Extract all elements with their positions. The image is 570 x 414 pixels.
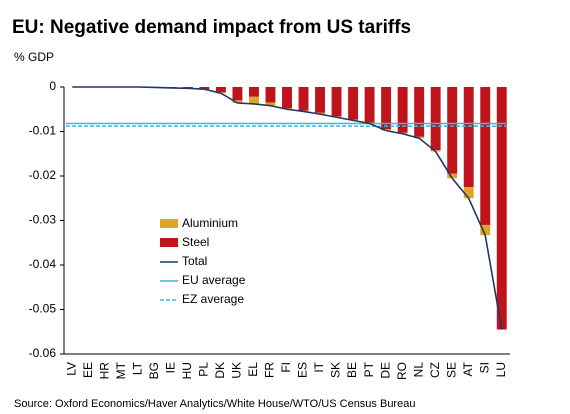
bar	[430, 87, 441, 151]
x-tick-label: ES	[296, 362, 310, 378]
x-tick-label: MT	[114, 361, 128, 379]
x-tick-label: BE	[345, 362, 359, 378]
x-tick-label: SI	[477, 362, 491, 373]
x-tick-label: LU	[494, 362, 508, 377]
bar	[480, 87, 491, 225]
x-tick-label: SE	[444, 362, 458, 378]
y-tick-label: -0.02	[29, 168, 57, 182]
bar	[447, 87, 458, 174]
bar	[397, 87, 408, 133]
bar	[348, 87, 359, 120]
y-tick-label: -0.05	[29, 302, 57, 316]
x-tick-label: NL	[411, 362, 425, 378]
bar	[265, 102, 276, 106]
x-tick-label: CZ	[428, 362, 442, 378]
x-tick-label: AT	[461, 361, 475, 376]
x-tick-label: PL	[197, 362, 211, 377]
chart-title: EU: Negative demand impact from US tarif…	[12, 17, 411, 38]
bar	[463, 187, 474, 199]
source-note: Source: Oxford Economics/Haver Analytics…	[14, 398, 415, 410]
x-tick-label: IE	[164, 362, 178, 373]
y-tick-label: -0.06	[29, 346, 57, 360]
x-tick-label: FI	[279, 362, 293, 373]
x-tick-label: UK	[230, 362, 244, 379]
bar	[232, 100, 243, 104]
x-tick-label: RO	[395, 362, 409, 380]
bar	[480, 224, 491, 236]
legend-swatch	[160, 238, 178, 247]
x-tick-label: FR	[263, 362, 277, 378]
bar	[331, 87, 342, 117]
total-line	[72, 86, 503, 330]
bar	[414, 87, 425, 137]
y-tick-label: -0.04	[29, 257, 57, 271]
x-tick-label: HU	[180, 362, 194, 379]
legend-swatch	[160, 219, 178, 228]
bar	[282, 87, 292, 109]
y-tick-label: -0.01	[29, 124, 57, 138]
x-tick-label: BG	[147, 362, 161, 379]
bar	[199, 87, 210, 90]
bar	[298, 87, 309, 111]
legend-label: EU average	[182, 273, 246, 287]
legend-label: EZ average	[182, 292, 244, 306]
x-tick-label: DE	[378, 362, 392, 379]
bar	[315, 87, 325, 113]
bar	[381, 87, 392, 130]
bar	[364, 87, 375, 123]
bar	[215, 87, 226, 93]
x-tick-label: LT	[131, 361, 145, 375]
x-tick-label: EE	[81, 362, 95, 378]
y-tick-label: 0	[49, 79, 56, 93]
x-tick-label: SK	[329, 362, 343, 378]
bar	[265, 87, 276, 103]
bar	[463, 87, 474, 188]
x-tick-label: PT	[362, 361, 376, 377]
x-tick-label: IT	[312, 361, 326, 372]
bar	[249, 87, 259, 97]
legend-label: Total	[182, 254, 207, 268]
x-tick-label: LV	[64, 362, 78, 376]
legend-label: Steel	[182, 235, 209, 249]
x-tick-label: EL	[246, 362, 260, 377]
x-tick-label: HR	[97, 362, 111, 380]
bar	[447, 173, 458, 179]
bar	[496, 87, 507, 330]
y-axis-label: % GDP	[14, 50, 54, 64]
x-tick-label: DK	[213, 362, 227, 379]
bar	[232, 87, 243, 101]
y-tick-label: -0.03	[29, 213, 57, 227]
bar	[249, 96, 259, 104]
legend-label: Aluminium	[182, 216, 238, 230]
